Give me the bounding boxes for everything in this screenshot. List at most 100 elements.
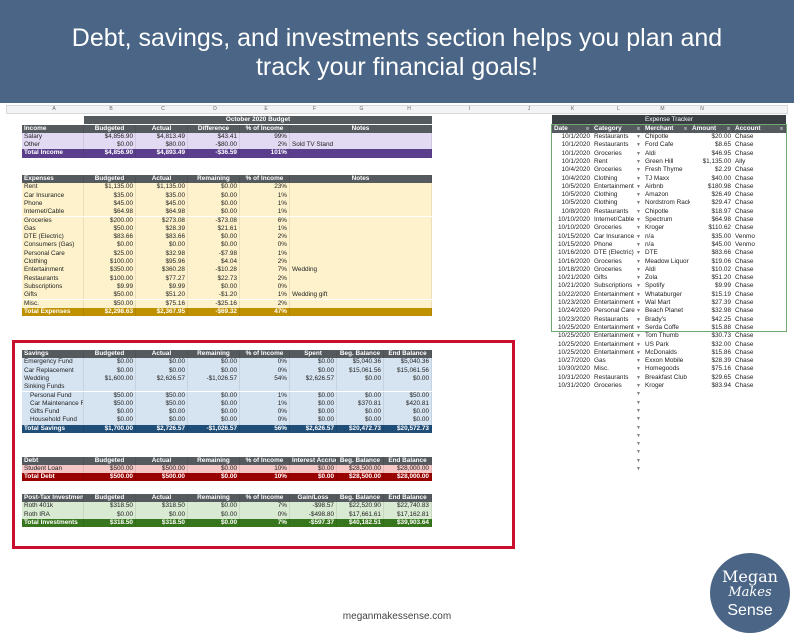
savings-cell[interactable]: $0.00 <box>290 399 337 409</box>
expenses-header-cell[interactable]: % of Income <box>240 175 290 184</box>
tracker-cell[interactable]: Personal Care <box>594 307 635 315</box>
expenses-cell[interactable]: DTE (Electric) <box>22 233 84 242</box>
savings-cell[interactable]: $0.00 <box>84 366 136 375</box>
investments-cell[interactable]: $318.50 <box>136 502 188 511</box>
expenses-cell[interactable]: $51.20 <box>136 291 188 300</box>
tracker-cell[interactable]: Rent <box>594 157 608 165</box>
tracker-cell[interactable]: Chase <box>735 133 754 140</box>
savings-cell[interactable]: Car Maintenance Fund <box>22 399 84 409</box>
expenses-cell[interactable]: 2% <box>240 274 290 283</box>
savings-cell[interactable] <box>337 383 384 392</box>
dropdown-arrow-icon[interactable]: ▼ <box>636 391 641 398</box>
dropdown-arrow-icon[interactable]: ▼ <box>636 374 641 381</box>
tracker-cell[interactable]: Brady's <box>645 315 667 323</box>
savings-cell[interactable]: $0.00 <box>337 416 384 425</box>
debt-total-cell[interactable]: $0.00 <box>290 473 337 482</box>
expenses-total-cell[interactable]: 47% <box>240 307 290 317</box>
savings-cell[interactable]: $2,626.57 <box>290 374 337 384</box>
savings-total-cell[interactable]: $20,572.73 <box>384 424 432 433</box>
investments-cell[interactable]: $22,740.83 <box>384 502 432 511</box>
savings-cell[interactable]: $370.81 <box>337 399 384 409</box>
savings-cell[interactable]: $0.00 <box>290 416 337 425</box>
expenses-cell[interactable]: 2% <box>240 299 290 308</box>
expenses-cell[interactable]: $83.66 <box>136 233 188 242</box>
investments-cell[interactable]: $318.50 <box>84 502 136 511</box>
tracker-cell[interactable]: 10/16/2020 <box>558 257 590 265</box>
expenses-cell[interactable]: Internet/Cable <box>22 208 84 217</box>
tracker-cell[interactable]: $83.66 <box>711 249 731 257</box>
tracker-cell[interactable]: Chase <box>735 182 754 190</box>
column-letter-m[interactable]: M <box>660 106 665 112</box>
filter-icon[interactable]: ≡ <box>727 125 730 132</box>
expenses-cell[interactable] <box>290 241 432 250</box>
expenses-cell[interactable]: Restaurants <box>22 274 84 283</box>
expenses-cell[interactable]: 0% <box>240 241 290 250</box>
investments-cell[interactable]: $0.00 <box>188 502 240 511</box>
tracker-cell[interactable]: $64.98 <box>711 216 731 223</box>
expenses-header-cell[interactable]: Remaining <box>188 175 240 184</box>
tracker-cell[interactable]: 10/5/2020 <box>561 191 590 199</box>
expenses-cell[interactable]: $95.96 <box>136 258 188 267</box>
expenses-cell[interactable] <box>290 183 432 192</box>
income-cell[interactable]: $43.41 <box>188 132 240 142</box>
debt-total-cell[interactable]: $500.00 <box>136 473 188 482</box>
savings-header-cell[interactable]: Actual <box>136 350 188 359</box>
tracker-cell[interactable]: Whataburger <box>645 290 682 298</box>
expenses-cell[interactable]: -$25.16 <box>188 299 240 308</box>
tracker-cell[interactable]: Kroger <box>645 224 665 232</box>
expenses-cell[interactable] <box>290 191 432 200</box>
tracker-cell[interactable]: 10/15/2020 <box>558 240 590 248</box>
expenses-cell[interactable] <box>290 274 432 283</box>
expenses-header-cell[interactable]: Actual <box>136 175 188 184</box>
tracker-cell[interactable]: Spotify <box>645 282 665 290</box>
tracker-cell[interactable]: Breakfast Club <box>645 373 687 381</box>
tracker-cell[interactable]: DTE <box>645 249 658 257</box>
expenses-header-cell[interactable]: Notes <box>290 175 432 184</box>
savings-cell[interactable]: $0.00 <box>337 391 384 400</box>
savings-header-cell[interactable]: Remaining <box>188 350 240 359</box>
tracker-cell[interactable]: Ally <box>735 157 746 165</box>
tracker-cell[interactable]: Chase <box>735 141 754 149</box>
tracker-cell[interactable]: Groceries <box>594 382 622 389</box>
tracker-cell[interactable]: $51.20 <box>711 274 731 282</box>
savings-header-cell[interactable]: Spent <box>290 350 337 359</box>
expenses-cell[interactable]: Clothing <box>22 258 84 267</box>
expenses-cell[interactable] <box>290 216 432 225</box>
savings-cell[interactable]: $0.00 <box>290 358 337 367</box>
tracker-cell[interactable]: 10/22/2020 <box>558 290 590 298</box>
debt-cell[interactable]: 10% <box>240 464 290 474</box>
savings-cell[interactable]: $0.00 <box>290 408 337 417</box>
savings-total-cell[interactable]: Total Savings <box>22 424 84 433</box>
expenses-total-cell[interactable]: -$69.32 <box>188 307 240 317</box>
tracker-cell[interactable]: $29.65 <box>711 373 731 381</box>
savings-cell[interactable]: $0.00 <box>337 374 384 384</box>
expenses-cell[interactable]: $21.61 <box>188 224 240 234</box>
savings-cell[interactable]: $0.00 <box>290 391 337 400</box>
tracker-cell[interactable]: Chase <box>735 382 754 389</box>
tracker-cell[interactable]: $46.95 <box>711 149 731 157</box>
expenses-cell[interactable] <box>290 199 432 209</box>
savings-cell[interactable]: $50.00 <box>84 391 136 400</box>
expenses-cell[interactable]: 6% <box>240 216 290 225</box>
dropdown-arrow-icon[interactable]: ▼ <box>636 233 641 240</box>
tracker-cell[interactable]: 10/31/2020 <box>558 382 590 389</box>
expenses-cell[interactable]: $0.00 <box>84 241 136 250</box>
dropdown-arrow-icon[interactable]: ▼ <box>636 341 641 348</box>
investments-cell[interactable]: $17,162.81 <box>384 510 432 519</box>
tracker-cell[interactable]: $10.02 <box>711 265 731 273</box>
income-cell[interactable]: 99% <box>240 132 290 142</box>
investments-total-cell[interactable]: Total Investments <box>22 518 84 528</box>
expenses-total-cell[interactable]: $2,298.63 <box>84 307 136 317</box>
income-cell[interactable]: -$80.00 <box>188 141 240 150</box>
expenses-cell[interactable] <box>290 208 432 217</box>
expenses-cell[interactable]: Gas <box>22 224 84 234</box>
tracker-cell[interactable]: Aldi <box>645 149 656 157</box>
expenses-cell[interactable]: $75.16 <box>136 299 188 308</box>
debt-total-cell[interactable]: $28,000.00 <box>384 473 432 482</box>
debt-cell[interactable]: $0.00 <box>290 464 337 474</box>
tracker-cell[interactable]: Exxon Mobile <box>645 357 684 365</box>
tracker-cell[interactable]: $83.94 <box>711 382 731 389</box>
tracker-cell[interactable]: 10/1/2020 <box>561 157 590 165</box>
expenses-cell[interactable]: $1,135.00 <box>136 183 188 192</box>
investments-cell[interactable]: Roth 401k <box>22 502 84 511</box>
